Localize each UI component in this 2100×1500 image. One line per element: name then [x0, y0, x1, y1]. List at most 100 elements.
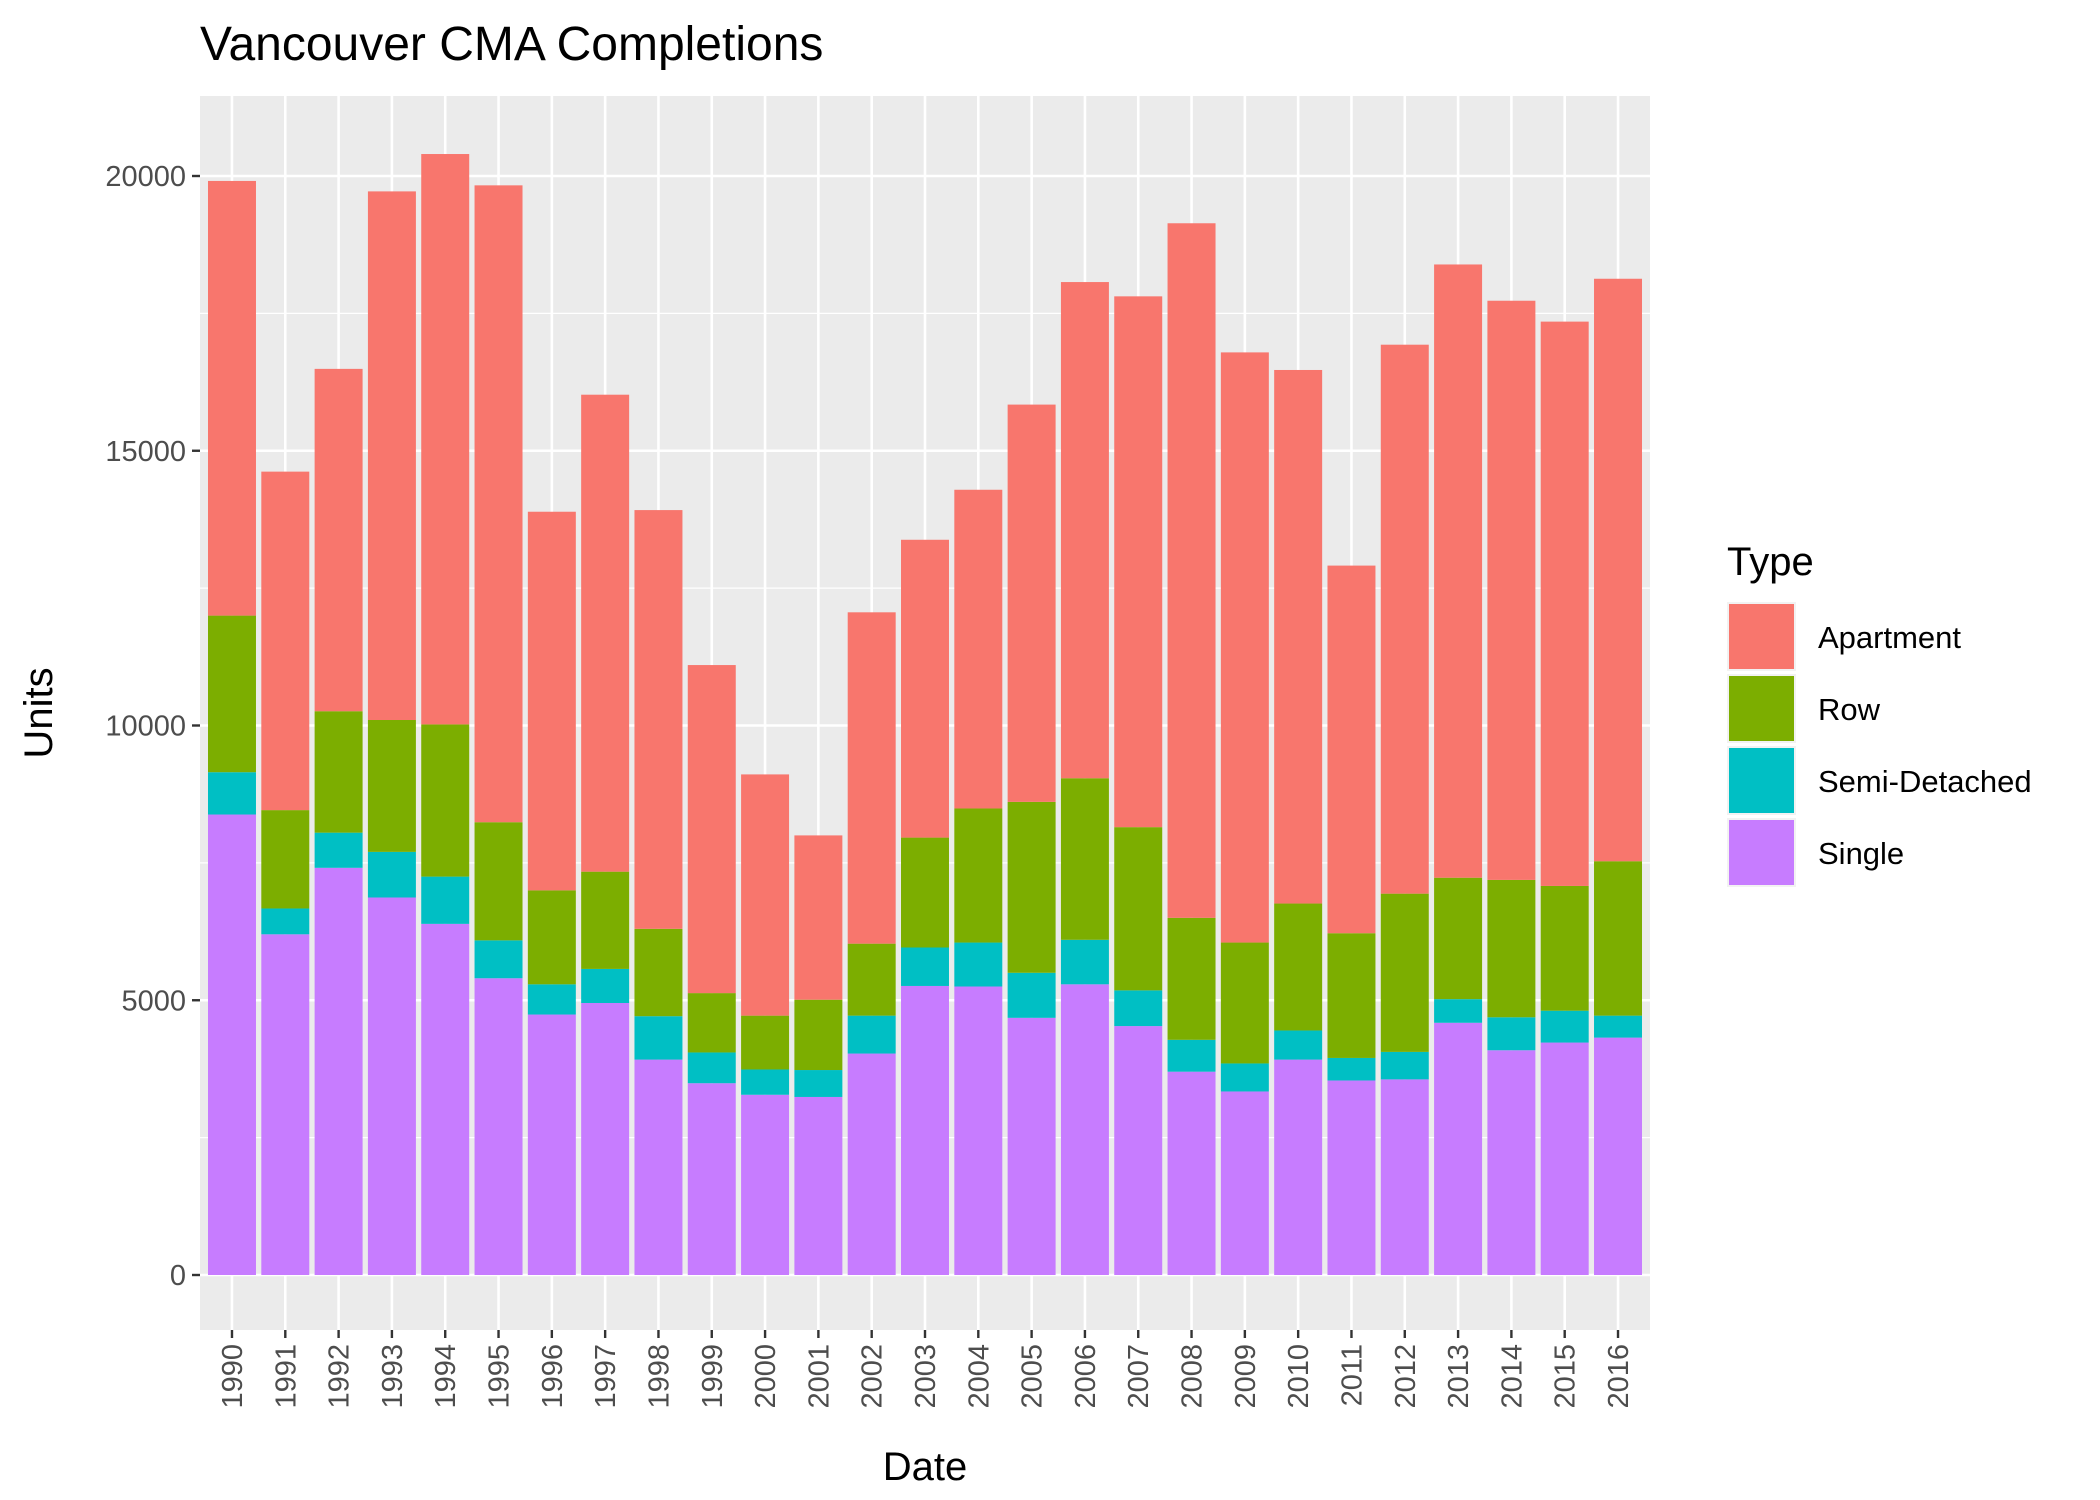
x-tick-label: 1995: [484, 1344, 516, 1409]
bar-row-1998: [634, 928, 683, 1017]
bar-apartment-2011: [1327, 565, 1376, 934]
bar-single-2009: [1220, 1091, 1269, 1275]
bar-row-2009: [1220, 942, 1269, 1064]
bar-semi-detached-1996: [527, 984, 576, 1015]
bar-row-2006: [1060, 778, 1109, 940]
bar-semi-detached-1999: [687, 1052, 736, 1084]
x-tick-label: 2009: [1230, 1344, 1262, 1409]
bar-single-1991: [261, 934, 310, 1275]
x-tick-label: 1999: [697, 1344, 729, 1409]
bar-semi-detached-1994: [421, 876, 470, 924]
bar-single-1993: [367, 897, 416, 1275]
bar-apartment-2002: [847, 612, 896, 944]
bar-semi-detached-1998: [634, 1016, 683, 1060]
bar-apartment-2003: [901, 539, 949, 838]
y-axis: 0 5000 10000 15000 20000: [105, 161, 200, 1292]
x-tick-label: 1996: [537, 1344, 569, 1409]
bar-apartment-2010: [1274, 369, 1323, 904]
bar-semi-detached-1992: [314, 832, 363, 868]
bar-single-2013: [1434, 1022, 1483, 1275]
bar-apartment-1990: [207, 180, 256, 616]
legend-swatch: [1729, 748, 1794, 813]
bar-row-1994: [421, 724, 470, 877]
bar-apartment-1999: [687, 665, 736, 994]
bar-semi-detached-2009: [1220, 1063, 1269, 1092]
bar-single-2016: [1594, 1037, 1643, 1275]
bar-single-2011: [1327, 1080, 1376, 1275]
bar-apartment-2001: [794, 835, 843, 1000]
bar-single-2003: [901, 985, 949, 1275]
bar-semi-detached-1995: [474, 940, 523, 979]
legend-label: Apartment: [1818, 620, 1961, 655]
x-tick-label: 2015: [1550, 1344, 1582, 1409]
bar-single-1992: [314, 867, 363, 1275]
x-tick-label: 2000: [750, 1344, 782, 1409]
y-tick-label: 15000: [105, 436, 186, 468]
bar-row-2012: [1380, 893, 1429, 1052]
x-tick-label: 2012: [1390, 1344, 1422, 1409]
bar-apartment-2014: [1487, 300, 1536, 880]
bar-semi-detached-2011: [1327, 1057, 1376, 1081]
bar-apartment-1992: [314, 368, 363, 712]
bar-semi-detached-2012: [1380, 1051, 1429, 1080]
legend-label: Semi-Detached: [1818, 764, 2032, 799]
bar-row-2004: [954, 808, 1003, 943]
bar-apartment-2016: [1594, 278, 1643, 862]
bar-row-1992: [314, 711, 363, 833]
bar-apartment-2015: [1540, 321, 1589, 886]
bar-semi-detached-2001: [794, 1070, 843, 1097]
bar-semi-detached-2003: [901, 947, 949, 986]
bar-semi-detached-2005: [1007, 972, 1056, 1018]
bar-row-1996: [527, 890, 576, 985]
bar-semi-detached-2004: [954, 942, 1003, 987]
bar-row-2005: [1007, 801, 1056, 973]
x-tick-label: 2007: [1123, 1344, 1155, 1409]
x-tick-label: 2003: [910, 1344, 942, 1409]
y-tick-label: 5000: [121, 985, 186, 1017]
bar-single-2007: [1114, 1026, 1163, 1275]
bar-apartment-1993: [367, 191, 416, 721]
bar-row-1990: [207, 615, 256, 773]
bar-semi-detached-2013: [1434, 999, 1483, 1023]
bar-semi-detached-1991: [261, 908, 310, 935]
bar-semi-detached-2008: [1167, 1039, 1216, 1072]
bar-row-1997: [581, 871, 630, 969]
bar-row-2016: [1594, 861, 1643, 1016]
bar-apartment-1998: [634, 510, 683, 929]
bar-semi-detached-2006: [1060, 939, 1109, 985]
y-tick-label: 10000: [105, 711, 186, 743]
x-tick-label: 1994: [430, 1344, 462, 1409]
legend-swatch: [1729, 676, 1794, 741]
bar-apartment-2013: [1434, 264, 1483, 878]
y-axis-title: Units: [17, 667, 61, 758]
bar-single-2005: [1007, 1017, 1056, 1275]
x-tick-label: 1993: [377, 1344, 409, 1409]
x-tick-label: 1997: [590, 1344, 622, 1409]
x-tick-label: 2001: [803, 1344, 835, 1409]
bar-single-2014: [1487, 1050, 1536, 1275]
x-tick-label: 2005: [1017, 1344, 1049, 1409]
bars: [207, 154, 1643, 1275]
bar-single-2002: [847, 1053, 896, 1275]
bar-single-2001: [794, 1096, 843, 1275]
x-tick-label: 2016: [1603, 1344, 1635, 1409]
bar-single-1998: [634, 1059, 683, 1275]
bar-apartment-1994: [421, 154, 470, 725]
bar-apartment-1997: [581, 394, 630, 872]
bar-single-2000: [741, 1094, 790, 1275]
bar-single-1999: [687, 1083, 736, 1275]
bar-row-2013: [1434, 877, 1483, 1000]
bar-semi-detached-2007: [1114, 990, 1163, 1027]
x-tick-label: 1998: [643, 1344, 675, 1409]
bar-apartment-2005: [1007, 404, 1056, 802]
x-tick-label: 2008: [1177, 1344, 1209, 1409]
bar-single-1994: [421, 923, 470, 1275]
bar-row-1995: [474, 822, 523, 941]
legend-swatch: [1729, 820, 1794, 885]
x-tick-label: 1992: [324, 1344, 356, 1409]
bar-semi-detached-1993: [367, 851, 416, 898]
bar-apartment-2012: [1380, 344, 1429, 894]
bar-row-2011: [1327, 933, 1376, 1058]
bar-semi-detached-1997: [581, 968, 630, 1003]
